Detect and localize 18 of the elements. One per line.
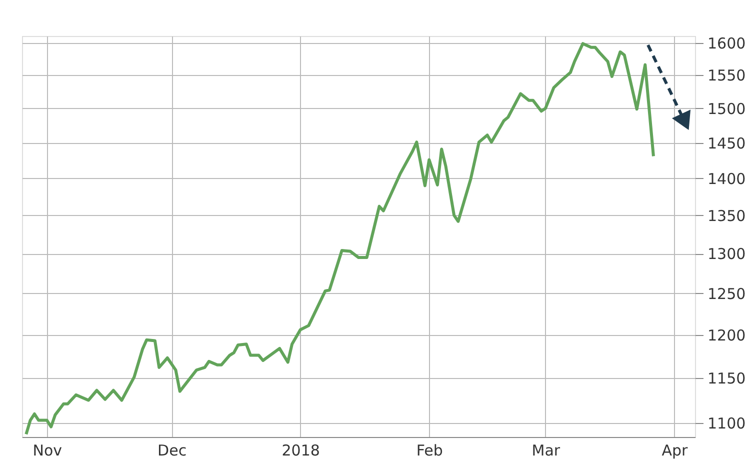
y-tick-label: 1200 — [708, 326, 746, 344]
x-tick-label: 2018 — [282, 442, 320, 460]
y-tick-label: 1250 — [708, 284, 746, 303]
y-tick-label: 1450 — [708, 134, 746, 152]
y-tick-label: 1500 — [708, 100, 746, 118]
x-tick-label: Dec — [158, 442, 187, 460]
y-tick-label: 1600 — [708, 34, 746, 52]
x-tick-label: Feb — [416, 442, 443, 460]
y-tick-label: 1300 — [708, 245, 746, 264]
y-tick-label: 1100 — [708, 414, 746, 433]
line-series — [24, 42, 655, 436]
x-tick-label: Apr — [662, 442, 689, 460]
x-tick-label: Mar — [532, 442, 561, 460]
y-tick-label: 1550 — [708, 66, 746, 85]
y-tick-label: 1400 — [708, 170, 746, 188]
x-tick-label: Nov — [32, 442, 62, 460]
y-tick-label: 1150 — [708, 369, 746, 388]
y-tick-label: 1350 — [708, 206, 746, 225]
